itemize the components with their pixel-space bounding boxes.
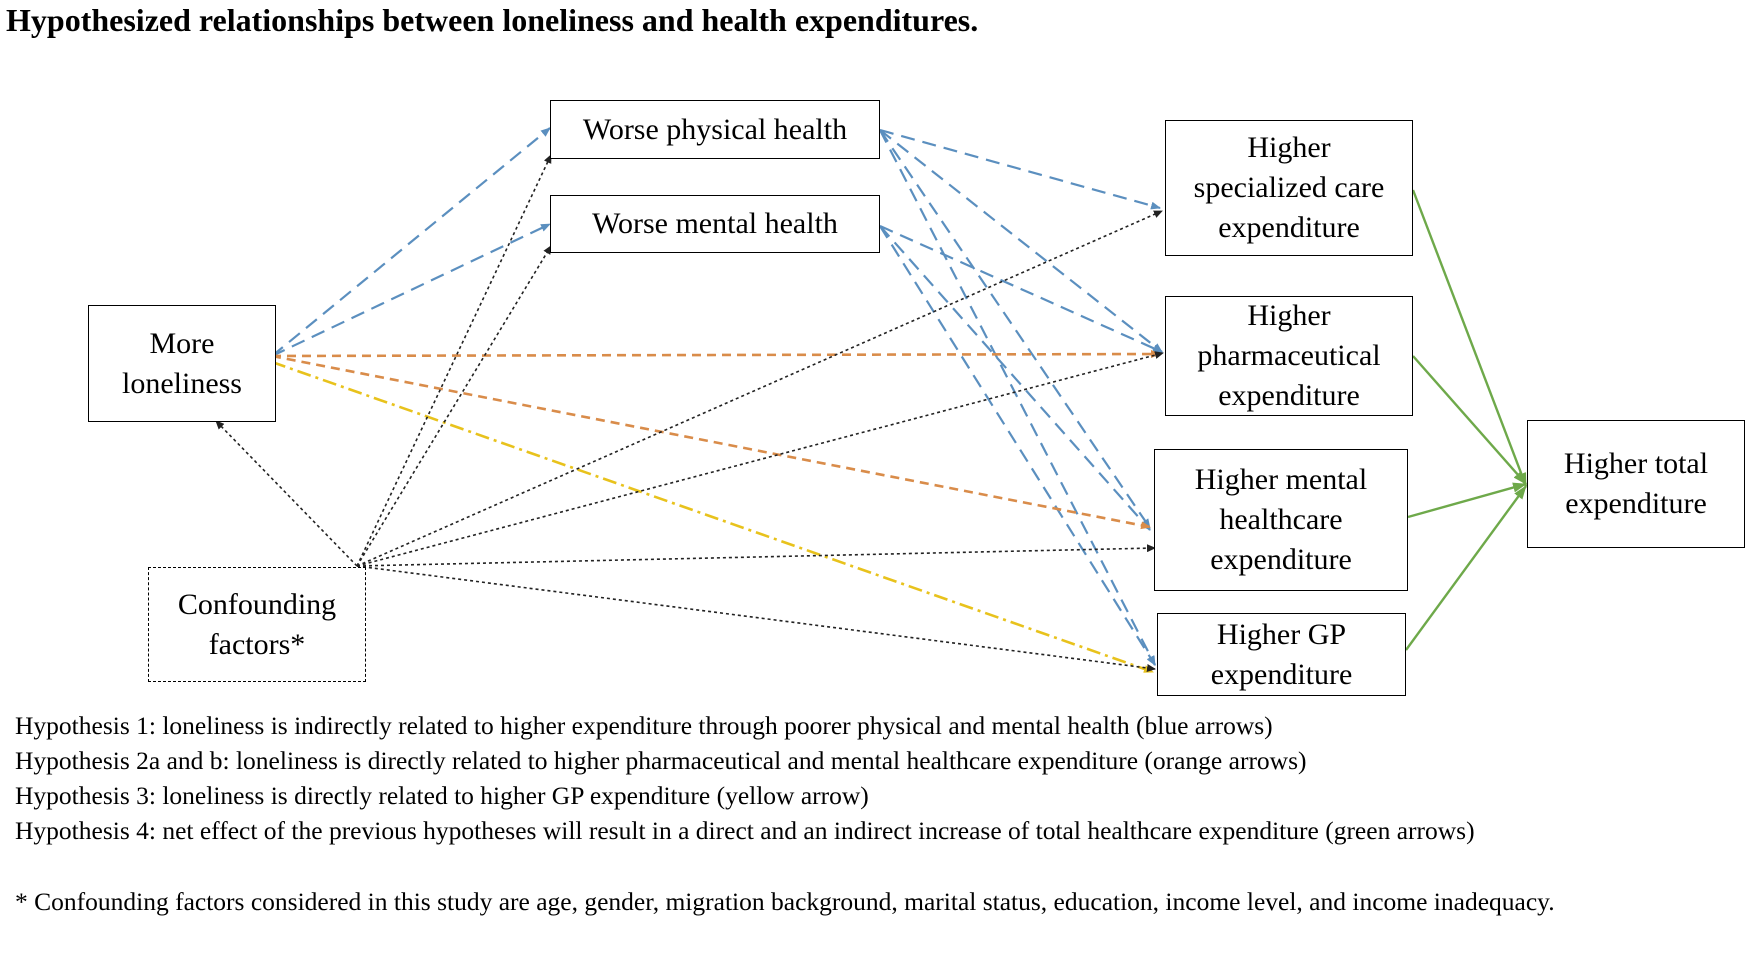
arrow-specialized-total (1411, 189, 1528, 487)
arrow-confounding-physical (356, 154, 552, 567)
blue-arrows (271, 127, 1163, 666)
arrow-mentalcare-total (1407, 482, 1527, 519)
figure-title: Hypothesized relationships between lonel… (6, 2, 979, 38)
arrow-loneliness-pharmaceutical (271, 350, 1161, 359)
node-gp-expenditure: Higher GP expenditure (1157, 613, 1406, 696)
arrow-physical-specialized (879, 128, 1161, 210)
arrow-confounding-loneliness (215, 420, 358, 567)
node-label: Higher mental healthcare expenditure (1194, 463, 1368, 576)
footnote: * Confounding factors considered in this… (15, 887, 1555, 916)
node-label: Worse mental health (592, 207, 838, 240)
hypothesis-2: Hypothesis 2a and b: loneliness is direc… (15, 746, 1307, 775)
hypothesis-4: Hypothesis 4: net effect of the previous… (15, 816, 1475, 845)
hypothesis-3: Hypothesis 3: loneliness is directly rel… (15, 781, 869, 810)
node-pharmaceutical-expenditure: Higher pharmaceutical expenditure (1165, 296, 1413, 416)
node-label: Higher GP expenditure (1210, 617, 1353, 691)
hypothesis-1: Hypothesis 1: loneliness is indirectly r… (15, 711, 1273, 740)
arrow-confounding-mentalcare (356, 544, 1156, 567)
arrow-physical-pharmaceutical (879, 129, 1163, 353)
node-specialized-care-expenditure: Higher specialized care expenditure (1165, 120, 1413, 256)
node-worse-mental-health: Worse mental health (550, 195, 880, 253)
arrow-confounding-mental (356, 245, 552, 567)
node-label: Confounding factors* (177, 587, 337, 661)
arrow-loneliness-mental (271, 223, 551, 357)
node-label: Higher pharmaceutical expenditure (1197, 299, 1381, 412)
arrow-confounding-specialized (356, 210, 1163, 567)
node-mental-healthcare-expenditure: Higher mental healthcare expenditure (1154, 449, 1408, 591)
arrow-loneliness-gp (271, 360, 1154, 674)
node-confounding-factors: Confounding factors* (148, 567, 366, 682)
yellow-arrows (271, 360, 1154, 674)
hypotheses-list: Hypothesis 1: loneliness is indirectly r… (15, 708, 1740, 848)
orange-arrows (271, 350, 1161, 530)
arrow-mental-gp (879, 225, 1156, 666)
node-label: More loneliness (122, 326, 242, 400)
arrow-confounding-pharmaceutical (356, 351, 1164, 567)
node-more-loneliness: More loneliness (88, 305, 276, 422)
arrows-layer (215, 127, 1528, 674)
arrow-mental-pharmaceutical (879, 224, 1163, 354)
node-label: Higher total expenditure (1563, 447, 1709, 520)
node-label: Worse physical health (582, 112, 848, 146)
arrow-loneliness-physical (271, 127, 551, 357)
green-arrows (1405, 189, 1528, 651)
arrow-confounding-gp (356, 565, 1156, 672)
arrow-pharmaceutical-total (1412, 355, 1527, 485)
arrow-physical-mentalcare (879, 129, 1151, 529)
arrow-gp-total (1405, 485, 1527, 651)
arrow-physical-gp (879, 129, 1156, 666)
node-worse-physical-health: Worse physical health (550, 100, 880, 159)
node-label: Higher specialized care expenditure (1193, 131, 1385, 244)
confounding-arrows (215, 154, 1164, 672)
node-total-expenditure: Higher total expenditure (1527, 420, 1745, 548)
arrow-mental-mentalcare (879, 225, 1151, 531)
